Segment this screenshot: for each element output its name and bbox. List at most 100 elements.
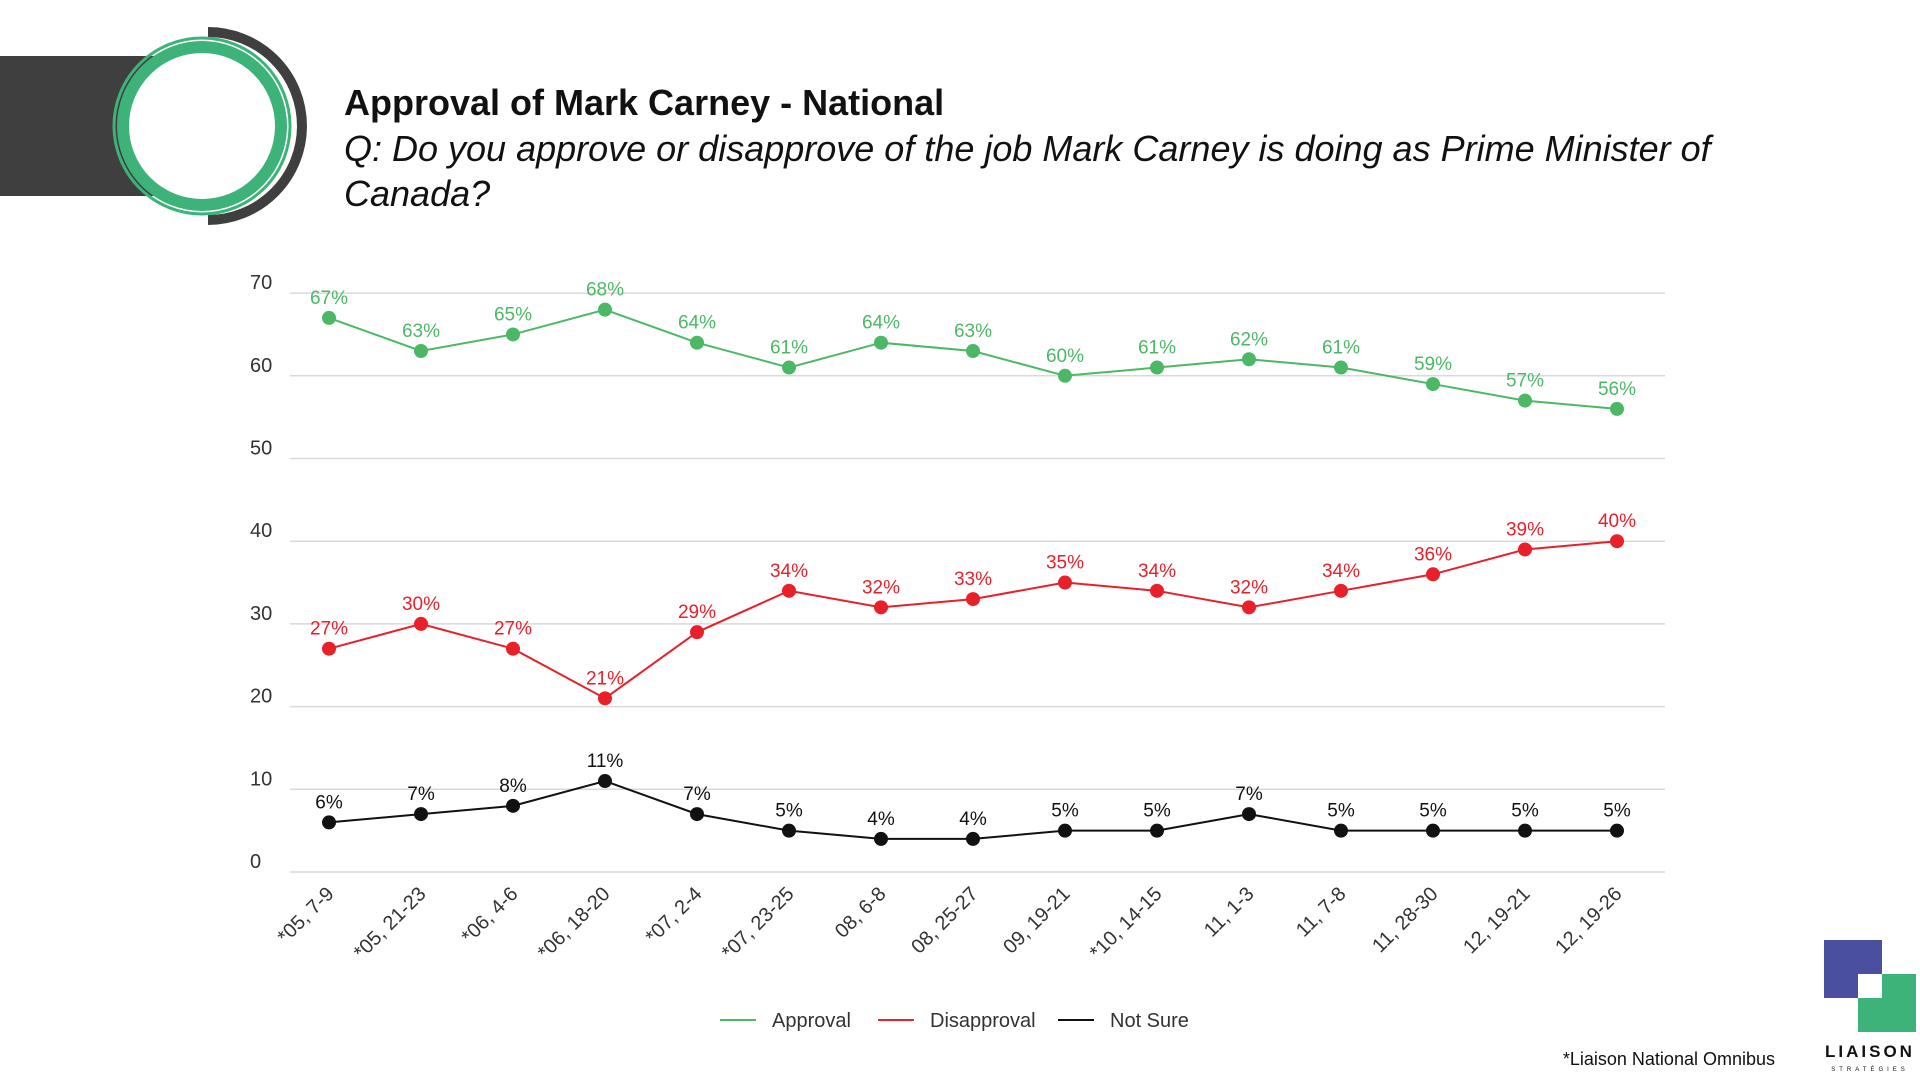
data-point (1058, 823, 1072, 838)
data-point (966, 592, 980, 607)
legend-label: Not Sure (1110, 1010, 1189, 1032)
x-tick-label: *07, 23-25 (718, 883, 799, 964)
y-tick-label: 20 (250, 686, 272, 708)
y-tick-label: 50 (250, 438, 272, 460)
data-point (782, 583, 796, 598)
data-label: 62% (1230, 329, 1268, 350)
x-tick-label: 12, 19-26 (1551, 883, 1626, 958)
data-label: 61% (770, 338, 808, 359)
data-label: 7% (683, 784, 711, 805)
data-label: 5% (1327, 801, 1355, 822)
data-label: 4% (867, 809, 895, 830)
x-tick-label: 12, 19-21 (1459, 883, 1534, 958)
data-point (322, 641, 336, 656)
header-ring-inner (117, 41, 287, 211)
data-label: 65% (494, 304, 532, 325)
data-label: 34% (1138, 561, 1176, 582)
data-point (874, 831, 888, 846)
x-tick-label: *06, 18-20 (534, 883, 615, 964)
data-point (1242, 352, 1256, 367)
legend-label: Disapproval (930, 1010, 1036, 1032)
data-label: 7% (407, 784, 435, 805)
data-label: 5% (775, 801, 803, 822)
data-point (1242, 600, 1256, 615)
data-label: 30% (402, 594, 440, 615)
data-label: 32% (862, 577, 900, 598)
data-label: 64% (678, 313, 716, 334)
legend-label: Approval (772, 1010, 851, 1032)
x-tick-label: *10, 14-15 (1086, 883, 1167, 964)
data-point (414, 343, 428, 358)
data-label: 61% (1322, 338, 1360, 359)
data-point (1518, 393, 1532, 408)
data-point (1518, 542, 1532, 557)
data-label: 27% (494, 619, 532, 640)
data-point (506, 798, 520, 813)
data-label: 34% (1322, 561, 1360, 582)
x-tick-label: *07, 2-4 (641, 883, 706, 948)
y-tick-label: 0 (250, 851, 261, 873)
y-tick-label: 70 (250, 272, 272, 294)
data-point (1242, 807, 1256, 822)
x-tick-label: 11, 1-3 (1200, 883, 1259, 942)
x-tick-label: 08, 6-8 (831, 883, 891, 943)
data-label: 4% (959, 809, 987, 830)
x-tick-label: *05, 21-23 (350, 883, 431, 964)
logo-white-notch (1858, 974, 1882, 998)
data-label: 63% (954, 321, 992, 342)
data-point (1334, 360, 1348, 375)
data-label: 63% (402, 321, 440, 342)
data-point (1058, 575, 1072, 590)
data-label: 11% (587, 751, 624, 772)
data-label: 5% (1419, 801, 1447, 822)
data-label: 34% (770, 561, 808, 582)
data-point (598, 691, 612, 706)
data-point (690, 335, 704, 350)
data-label: 8% (499, 776, 527, 797)
data-label: 68% (586, 280, 624, 301)
x-tick-label: 09, 19-21 (999, 883, 1074, 958)
x-tick-label: 08, 25-27 (907, 883, 982, 958)
data-point (874, 600, 888, 615)
data-label: 56% (1598, 379, 1636, 400)
data-point (1058, 368, 1072, 383)
data-point (598, 774, 612, 789)
data-point (966, 831, 980, 846)
y-tick-label: 60 (250, 355, 272, 377)
data-point (782, 360, 796, 375)
data-label: 61% (1138, 338, 1176, 359)
data-point (1610, 401, 1624, 416)
y-tick-label: 30 (250, 603, 272, 625)
y-tick-label: 10 (250, 768, 272, 790)
footnote: *Liaison National Omnibus (1562, 1049, 1775, 1069)
data-label: 40% (1598, 511, 1636, 532)
data-label: 33% (954, 569, 992, 590)
data-label: 21% (586, 668, 624, 689)
data-label: 39% (1506, 519, 1544, 540)
header-ring-dark-arc (207, 27, 307, 225)
line-chart: 0 10 20 30 40 50 60 70 *05, 7-9 *05, 21-23 *06, 4-… (250, 272, 1665, 1032)
data-point (1150, 583, 1164, 598)
header-ring-outer (112, 36, 292, 216)
data-label: 35% (1046, 553, 1084, 574)
data-point (690, 625, 704, 640)
data-label: 5% (1511, 801, 1539, 822)
x-tick-label: *06, 4-6 (457, 883, 522, 948)
data-point (414, 807, 428, 822)
data-label: 27% (310, 619, 348, 640)
data-point (874, 335, 888, 350)
data-point (1610, 534, 1624, 549)
data-point (1334, 823, 1348, 838)
data-point (1150, 360, 1164, 375)
data-label: 64% (862, 313, 900, 334)
data-label: 67% (310, 288, 348, 309)
data-point (1426, 377, 1440, 392)
data-label: 36% (1414, 544, 1452, 565)
data-point (506, 641, 520, 656)
x-tick-label: 11, 28-30 (1368, 883, 1442, 957)
logo-tagline: STRATÉGIES (1831, 1066, 1909, 1073)
data-label: 5% (1603, 801, 1631, 822)
data-point (322, 310, 336, 325)
y-tick-label: 40 (250, 520, 272, 542)
logo-wordmark: LIAISON (1825, 1042, 1915, 1061)
